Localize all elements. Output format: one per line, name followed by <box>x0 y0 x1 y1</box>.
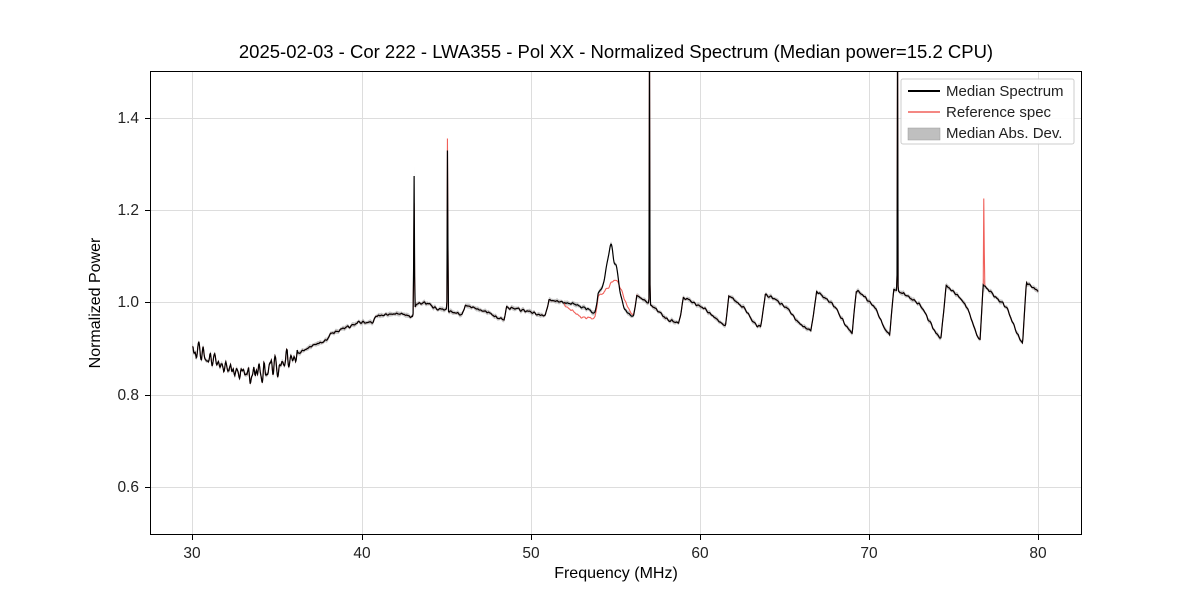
svg-text:0.8: 0.8 <box>117 387 139 404</box>
svg-text:Normalized Power: Normalized Power <box>87 237 104 368</box>
svg-text:Median Spectrum: Median Spectrum <box>946 83 1064 100</box>
svg-text:1.2: 1.2 <box>117 202 139 219</box>
svg-text:Frequency (MHz): Frequency (MHz) <box>554 565 678 582</box>
svg-text:1.4: 1.4 <box>117 110 139 127</box>
svg-text:80: 80 <box>1029 545 1047 562</box>
svg-text:1.0: 1.0 <box>117 294 139 311</box>
svg-text:40: 40 <box>353 545 371 562</box>
svg-text:0.6: 0.6 <box>117 479 139 496</box>
svg-text:2025-02-03 - Cor 222 - LWA355: 2025-02-03 - Cor 222 - LWA355 - Pol XX -… <box>239 41 993 62</box>
svg-text:Reference spec: Reference spec <box>946 104 1052 121</box>
svg-text:30: 30 <box>183 545 201 562</box>
svg-text:60: 60 <box>691 545 709 562</box>
svg-text:Median Abs. Dev.: Median Abs. Dev. <box>946 125 1062 142</box>
svg-text:50: 50 <box>522 545 540 562</box>
svg-text:70: 70 <box>860 545 878 562</box>
